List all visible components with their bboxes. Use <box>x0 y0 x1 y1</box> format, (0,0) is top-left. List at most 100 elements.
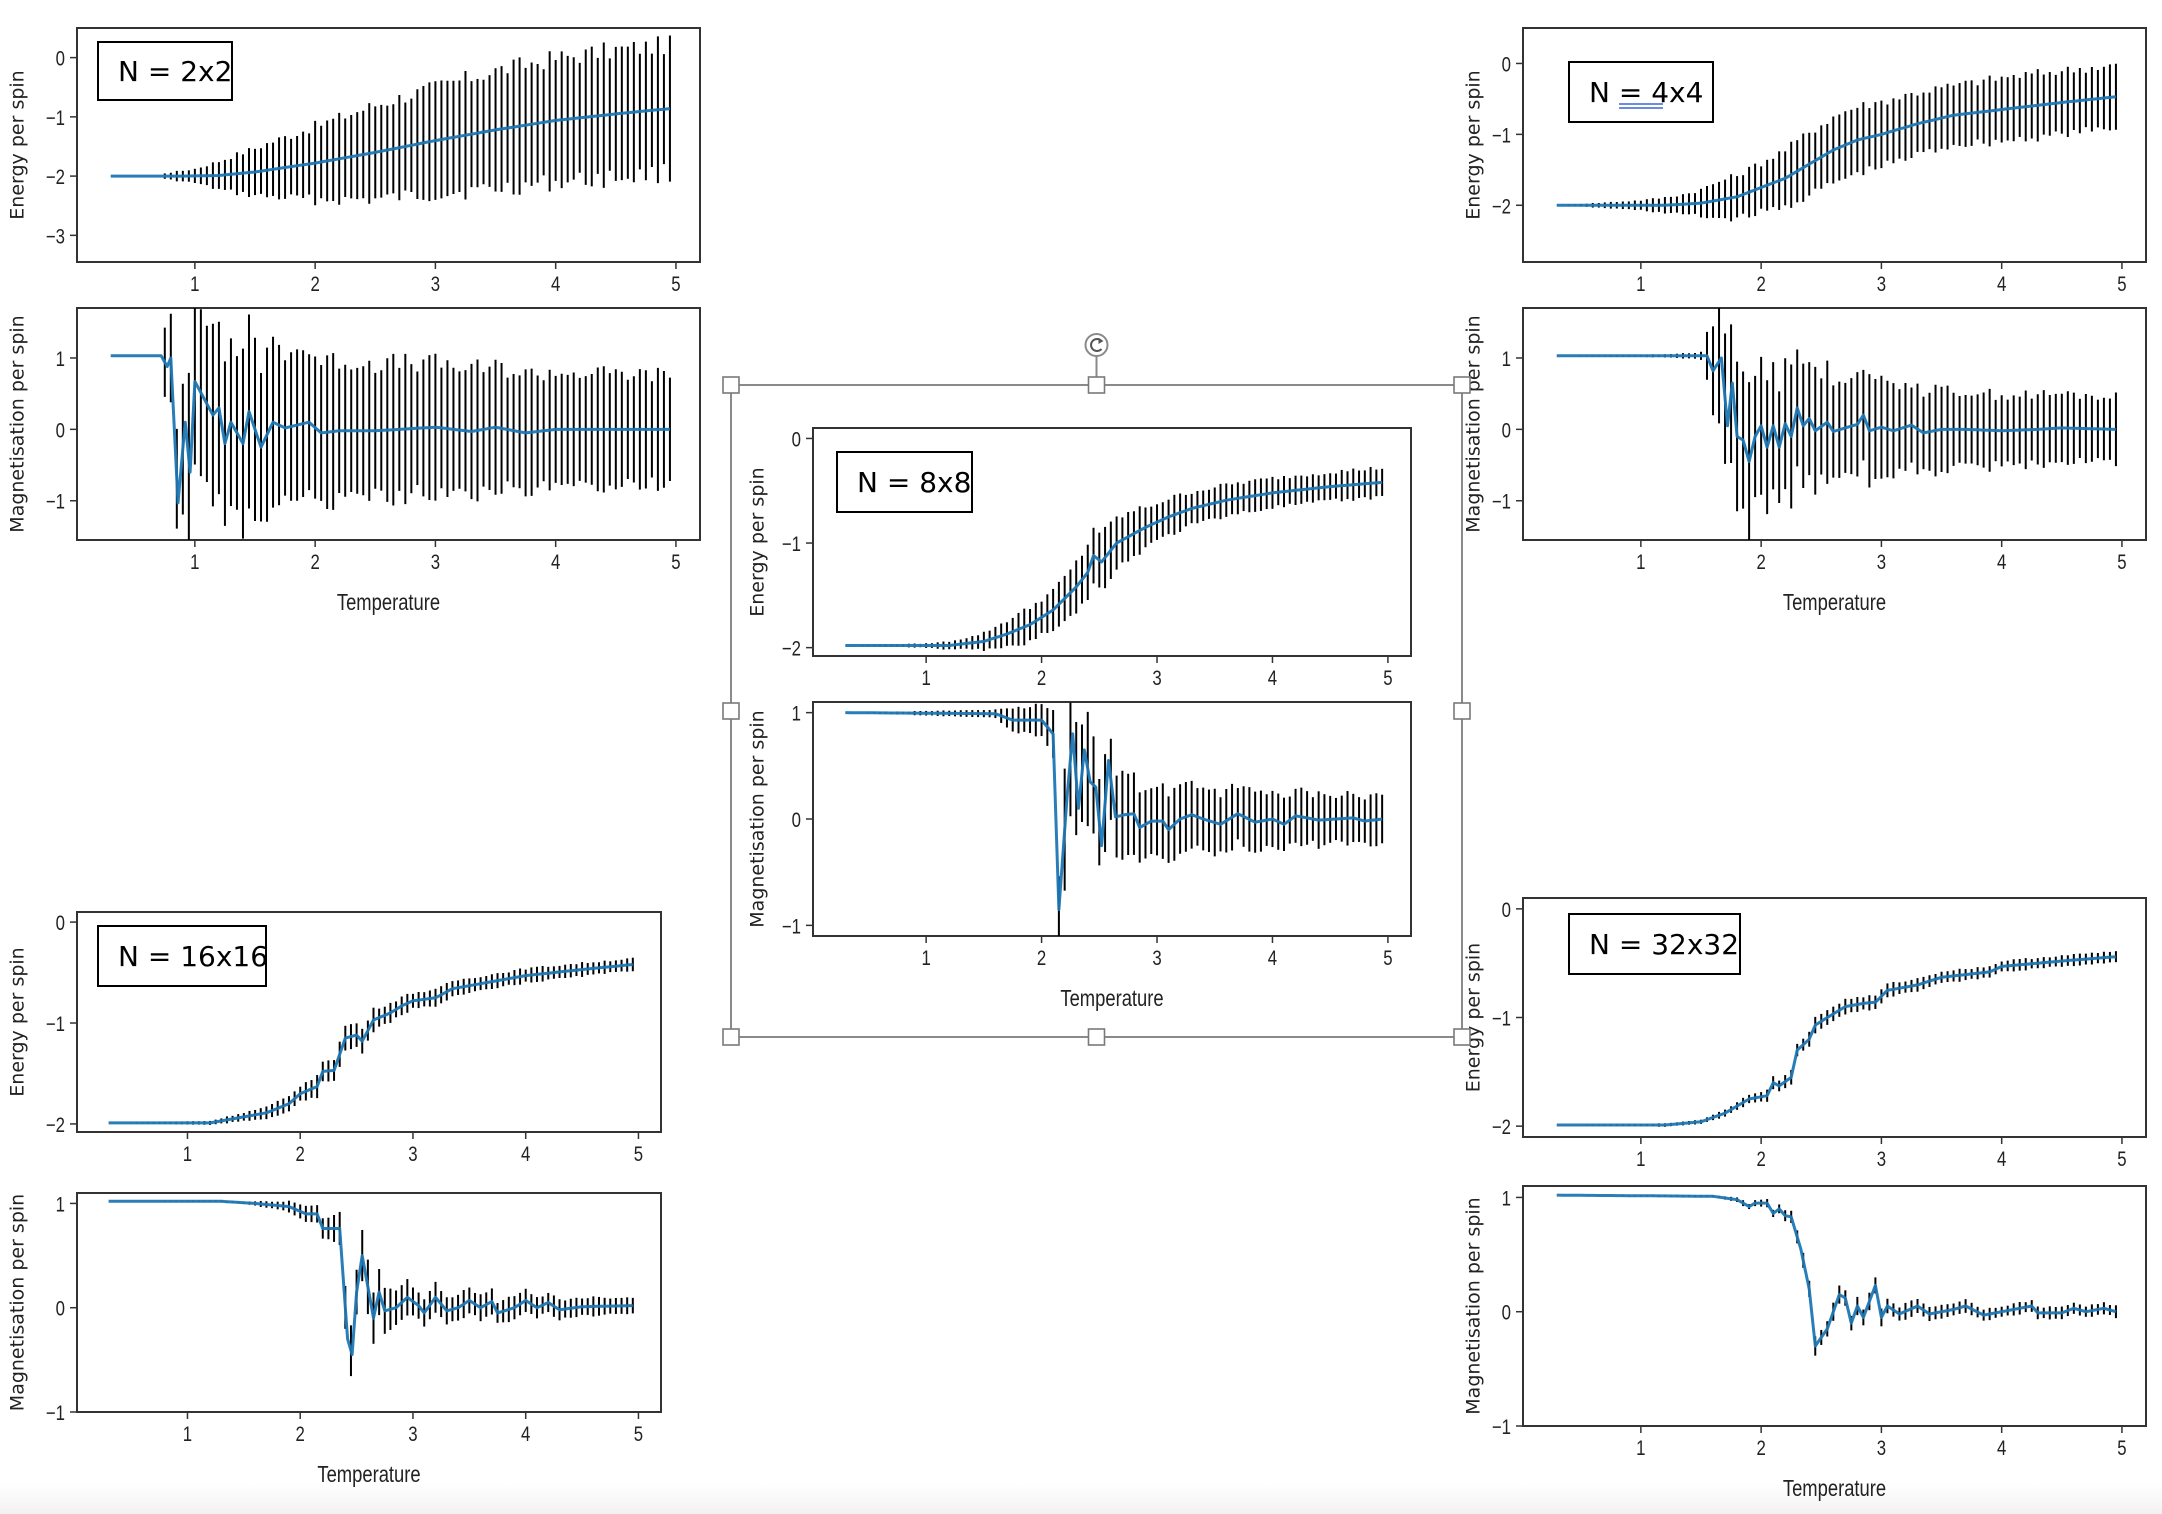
mean-line <box>1556 1193 2117 1348</box>
y-tick-label: 0 <box>56 420 65 443</box>
size-label-box[interactable]: N = 32x32 <box>1568 913 1741 975</box>
x-tick-label: 5 <box>634 1423 643 1446</box>
x-tick-label: 2 <box>1037 667 1046 690</box>
figure-n8: 1 2 3 4 5 0 −1 −2 Energy per spin 1 2 3 4 5 1 0 −1 Magnet… <box>747 427 1412 1012</box>
x-tick-label: 2 <box>310 273 319 296</box>
x-tick-label: 2 <box>1756 273 1765 296</box>
y-tick-label: −1 <box>1492 125 1511 148</box>
resize-handle-w[interactable] <box>722 702 740 720</box>
y-tick-label: 1 <box>1502 1188 1511 1211</box>
figure-n4: 1 2 3 4 5 0 −1 −2 Energy per spin 1 2 3 4 5 1 0 −1 Magnet… <box>1463 27 2147 616</box>
mean-line <box>108 963 633 1125</box>
x-tick-label: 4 <box>1997 1148 2007 1171</box>
x-tick-label: 3 <box>1877 1437 1886 1460</box>
plot-area <box>1556 308 2117 540</box>
x-tick-label: 5 <box>1383 947 1392 970</box>
magnetisation-axes: 1 2 3 4 5 1 0 −1 Magnetisation per spin Temperatu… <box>7 1192 662 1488</box>
x-tick-label: 5 <box>1383 667 1392 690</box>
y-tick-label: 0 <box>1502 899 1511 922</box>
x-tick-label: 3 <box>431 273 440 296</box>
plot-area <box>1556 951 2117 1127</box>
x-tick-label: 1 <box>183 1143 192 1166</box>
x-axis-label: Temperature <box>1060 986 1163 1011</box>
resize-handle-ne[interactable] <box>1453 376 1471 394</box>
x-tick-label: 3 <box>1152 667 1161 690</box>
y-tick-label: −1 <box>46 1013 65 1036</box>
x-tick-label: 2 <box>1756 551 1765 574</box>
y-tick-label: 0 <box>56 48 65 71</box>
size-label-box[interactable]: N = 2x2 <box>97 41 233 101</box>
resize-handle-s[interactable] <box>1087 1028 1106 1046</box>
x-tick-label: 1 <box>1636 1148 1645 1171</box>
resize-handle-nw[interactable] <box>722 376 740 394</box>
mean-line <box>110 354 670 505</box>
energy-ylabel: Energy per spin <box>7 947 29 1096</box>
x-axis-label: Temperature <box>1783 1476 1886 1501</box>
mean-line <box>845 480 1383 647</box>
size-label-text: N = 2x2 <box>118 55 232 88</box>
resize-handle-n[interactable] <box>1087 376 1106 394</box>
mean-line <box>1556 354 2116 463</box>
size-label-box[interactable]: N = 8x8 <box>836 451 973 513</box>
size-label-box[interactable]: N = 4x4 <box>1568 61 1714 123</box>
x-tick-label: 4 <box>1997 551 2007 574</box>
axes-frame <box>76 1192 662 1413</box>
x-tick-label: 2 <box>310 551 319 574</box>
x-tick-label: 2 <box>1037 947 1046 970</box>
label-frame <box>97 925 267 987</box>
selection-frame[interactable] <box>722 333 1471 1046</box>
x-tick-label: 3 <box>1877 551 1886 574</box>
y-tick-label: 0 <box>56 1298 65 1321</box>
size-label-text: N = 8x8 <box>857 466 971 499</box>
energy-axes: 1 2 3 4 5 0 −1 −2 Energy per spin <box>1463 897 2147 1172</box>
label-frame <box>97 41 233 101</box>
figure-n16: 1 2 3 4 5 0 −1 −2 Energy per spin 1 2 3 4 5 1 0 −1 Magnet… <box>7 911 662 1488</box>
x-tick-label: 3 <box>408 1423 417 1446</box>
y-tick-label: 1 <box>792 703 801 726</box>
x-tick-label: 3 <box>1877 1148 1886 1171</box>
resize-handle-sw[interactable] <box>722 1028 740 1046</box>
y-tick-label: −1 <box>46 107 65 130</box>
label-frame <box>1568 61 1714 123</box>
x-tick-label: 5 <box>634 1143 643 1166</box>
energy-ylabel: Energy per spin <box>1463 943 1485 1092</box>
x-tick-label: 2 <box>296 1143 305 1166</box>
energy-ylabel: Energy per spin <box>1463 70 1485 219</box>
axes-frame <box>1522 307 2147 541</box>
y-tick-label: 0 <box>1502 54 1511 77</box>
y-tick-label: 0 <box>1502 1302 1511 1325</box>
size-label-box[interactable]: N = 16x16 <box>97 925 268 987</box>
x-tick-label: 5 <box>2117 1437 2126 1460</box>
rotate-handle[interactable] <box>1084 333 1109 357</box>
y-tick-label: −1 <box>46 1402 65 1425</box>
y-tick-label: −2 <box>782 638 801 661</box>
x-tick-label: 1 <box>1636 1437 1645 1460</box>
x-tick-label: 5 <box>671 551 680 574</box>
mean-line <box>1556 955 2116 1127</box>
plot-area <box>845 702 1384 936</box>
x-tick-label: 1 <box>190 551 199 574</box>
y-tick-label: 0 <box>792 809 801 832</box>
label-frame <box>836 451 973 513</box>
y-tick-label: 1 <box>56 348 65 371</box>
y-tick-label: −1 <box>1492 1416 1511 1439</box>
resize-handle-se[interactable] <box>1453 1028 1471 1046</box>
magnetisation-ylabel: Magnetisation per spin <box>1463 1197 1485 1414</box>
mean-line <box>845 711 1383 911</box>
plot-area <box>1556 1193 2117 1356</box>
x-tick-label: 5 <box>671 273 680 296</box>
magnetisation-axes: 1 2 3 4 5 1 0 −1 Magnetisation per spin Temperatu… <box>1463 307 2147 616</box>
resize-handle-e[interactable] <box>1453 702 1471 720</box>
x-tick-label: 5 <box>2117 273 2126 296</box>
x-tick-label: 5 <box>2117 551 2126 574</box>
x-tick-label: 1 <box>1636 273 1645 296</box>
mean-line <box>108 1199 633 1357</box>
x-tick-label: 1 <box>921 947 930 970</box>
size-label-text: N = 16x16 <box>118 940 268 973</box>
magnetisation-axes: 1 2 3 4 5 1 0 −1 Magnetisation per spin Temperatu… <box>7 307 701 616</box>
y-tick-label: −1 <box>1492 491 1511 514</box>
rotate-icon <box>1084 333 1109 357</box>
x-tick-label: 4 <box>551 273 561 296</box>
figure-n2: 1 2 3 4 5 0 −1 −2 −3 Energy per spin 1 2 3 4 5 1 0 −1 Magn… <box>7 27 701 616</box>
rotate-arrowhead-icon <box>1098 338 1104 344</box>
